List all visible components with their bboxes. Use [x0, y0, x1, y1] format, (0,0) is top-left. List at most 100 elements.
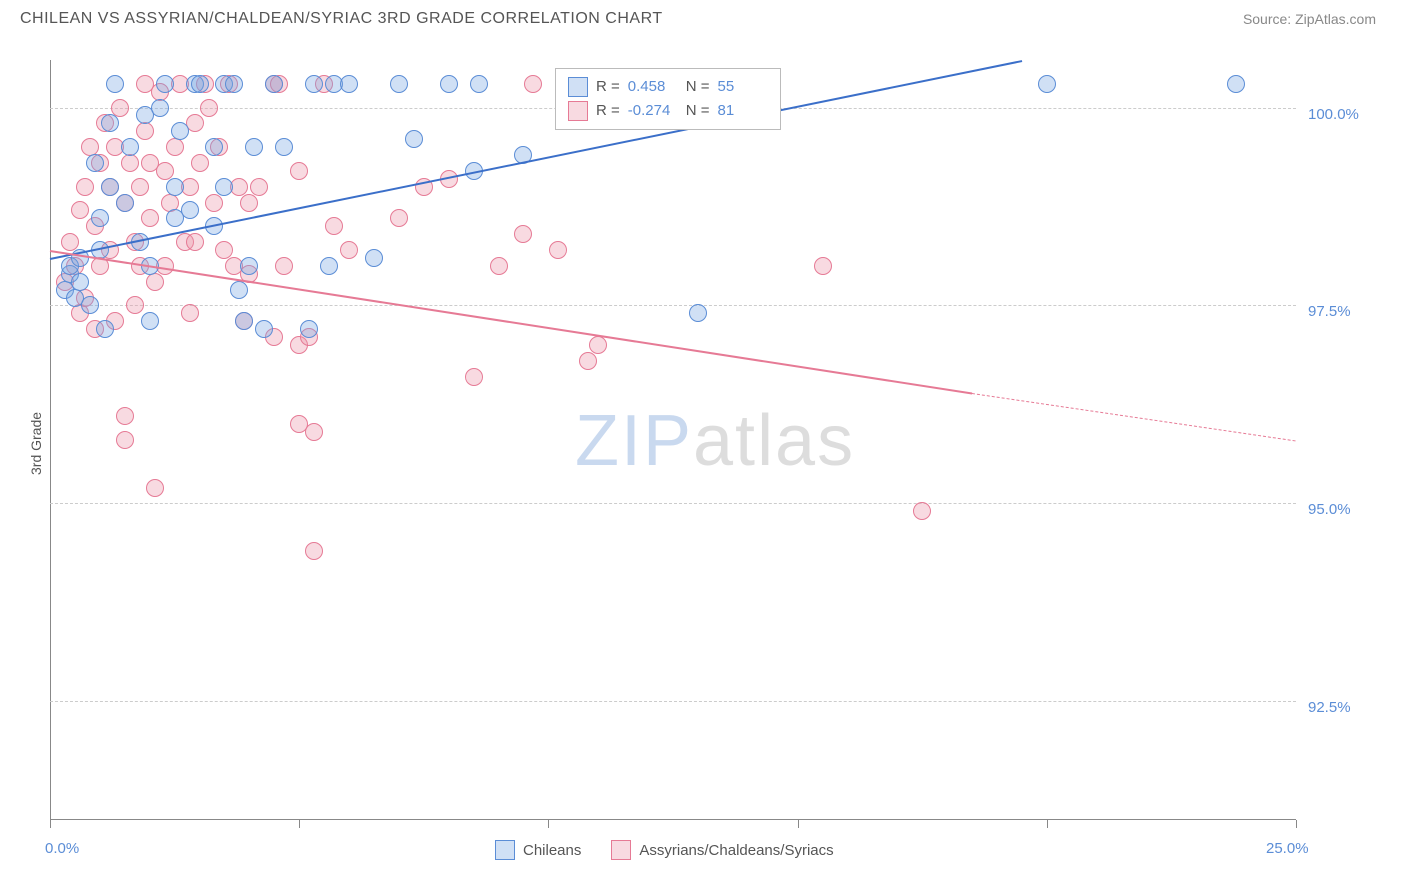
legend-item: Chileans	[495, 840, 581, 860]
data-point	[215, 178, 233, 196]
data-point	[250, 178, 268, 196]
data-point	[146, 479, 164, 497]
x-tick	[1047, 820, 1048, 828]
data-point	[156, 75, 174, 93]
x-tick	[50, 820, 51, 828]
x-tick-label-right: 25.0%	[1266, 840, 1309, 857]
data-point	[116, 194, 134, 212]
data-point	[141, 312, 159, 330]
data-point	[524, 75, 542, 93]
legend-series-name: Chileans	[523, 842, 581, 859]
data-point	[240, 257, 258, 275]
y-tick-label: 100.0%	[1308, 106, 1359, 123]
legend-n-label: N =	[686, 75, 710, 99]
x-tick-label-left: 0.0%	[45, 840, 79, 857]
data-point	[265, 75, 283, 93]
data-point	[225, 75, 243, 93]
legend-item: Assyrians/Chaldeans/Syriacs	[611, 840, 833, 860]
data-point	[340, 75, 358, 93]
legend-r-value: -0.274	[628, 99, 678, 123]
data-point	[440, 75, 458, 93]
data-point	[589, 336, 607, 354]
data-point	[186, 233, 204, 251]
data-point	[191, 75, 209, 93]
source-label: Source: ZipAtlas.com	[1243, 11, 1376, 27]
data-point	[200, 99, 218, 117]
data-point	[305, 423, 323, 441]
y-tick-label: 92.5%	[1308, 699, 1351, 716]
y-axis-label: 3rd Grade	[28, 412, 44, 475]
legend-r-label: R =	[596, 99, 620, 123]
data-point	[490, 257, 508, 275]
data-point	[91, 209, 109, 227]
x-tick	[299, 820, 300, 828]
data-point	[245, 138, 263, 156]
data-point	[390, 209, 408, 227]
data-point	[81, 296, 99, 314]
x-tick	[798, 820, 799, 828]
data-point	[814, 257, 832, 275]
data-point	[106, 75, 124, 93]
legend-n-value: 81	[718, 99, 768, 123]
data-point	[320, 257, 338, 275]
y-tick-label: 95.0%	[1308, 501, 1351, 518]
data-point	[1227, 75, 1245, 93]
data-point	[146, 273, 164, 291]
data-point	[305, 542, 323, 560]
x-tick	[548, 820, 549, 828]
data-point	[300, 320, 318, 338]
data-point	[205, 194, 223, 212]
legend-swatch	[568, 101, 588, 121]
gridline	[50, 503, 1296, 504]
data-point	[305, 75, 323, 93]
plot-frame	[50, 60, 1296, 820]
data-point	[514, 225, 532, 243]
data-point	[171, 122, 189, 140]
gridline	[50, 701, 1296, 702]
data-point	[111, 99, 129, 117]
data-point	[1038, 75, 1056, 93]
data-point	[181, 304, 199, 322]
data-point	[325, 217, 343, 235]
data-point	[470, 75, 488, 93]
x-tick	[1296, 820, 1297, 828]
data-point	[96, 320, 114, 338]
data-point	[166, 138, 184, 156]
data-point	[191, 154, 209, 172]
data-point	[71, 273, 89, 291]
legend-n-value: 55	[718, 75, 768, 99]
data-point	[275, 138, 293, 156]
legend-row: R =0.458N =55	[568, 75, 768, 99]
data-point	[136, 122, 154, 140]
data-point	[549, 241, 567, 259]
data-point	[235, 312, 253, 330]
data-point	[71, 201, 89, 219]
legend-row: R = -0.274 N = 81	[568, 99, 768, 123]
legend-series-name: Assyrians/Chaldeans/Syriacs	[639, 842, 833, 859]
data-point	[465, 368, 483, 386]
data-point	[230, 281, 248, 299]
data-point	[116, 407, 134, 425]
data-point	[275, 257, 293, 275]
data-point	[240, 194, 258, 212]
legend-n-label: N =	[686, 99, 710, 123]
data-point	[126, 296, 144, 314]
data-point	[365, 249, 383, 267]
data-point	[390, 75, 408, 93]
data-point	[121, 154, 139, 172]
data-point	[340, 241, 358, 259]
data-point	[101, 178, 119, 196]
data-point	[101, 114, 119, 132]
data-point	[151, 99, 169, 117]
data-point	[255, 320, 273, 338]
data-point	[86, 154, 104, 172]
data-point	[76, 178, 94, 196]
data-point	[181, 201, 199, 219]
stats-legend: R =0.458N =55R =-0.274N =81	[555, 68, 781, 130]
data-point	[205, 138, 223, 156]
data-point	[166, 178, 184, 196]
series-legend: Chileans Assyrians/Chaldeans/Syriacs	[495, 840, 834, 860]
chart-title: CHILEAN VS ASSYRIAN/CHALDEAN/SYRIAC 3RD …	[20, 10, 663, 28]
data-point	[913, 502, 931, 520]
data-point	[689, 304, 707, 322]
